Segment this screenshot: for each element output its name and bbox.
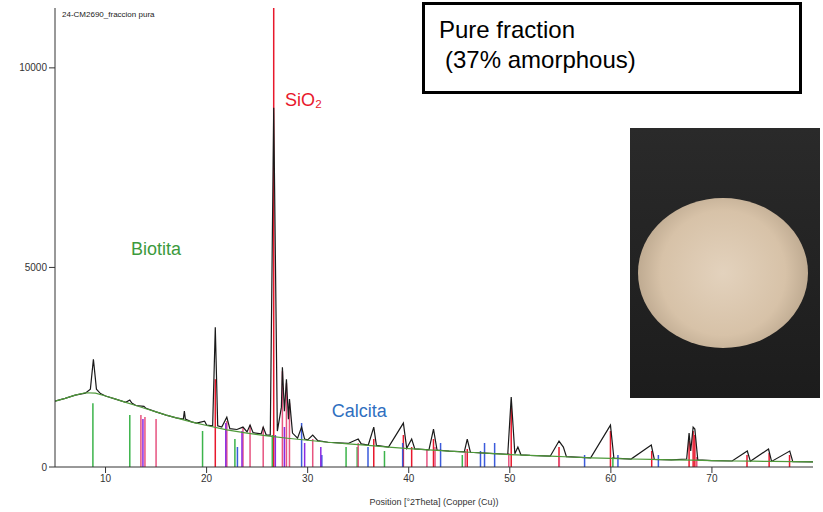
svg-text:40: 40 xyxy=(403,473,415,484)
svg-text:5000: 5000 xyxy=(25,262,48,273)
svg-text:20: 20 xyxy=(201,473,213,484)
svg-text:30: 30 xyxy=(302,473,314,484)
svg-text:0: 0 xyxy=(41,462,47,473)
html-text:(37% amorphous): (37% amorphous) xyxy=(445,46,636,73)
html-text:24-CM2690_fraccion pura: 24-CM2690_fraccion pura xyxy=(62,10,155,19)
svg-text:Calcita: Calcita xyxy=(332,401,388,421)
html-text:Pure fraction: Pure fraction xyxy=(439,16,576,43)
svg-text:60: 60 xyxy=(605,473,617,484)
svg-text:70: 70 xyxy=(706,473,718,484)
svg-text:Biotita: Biotita xyxy=(131,239,182,259)
svg-text:50: 50 xyxy=(504,473,516,484)
svg-text:10000: 10000 xyxy=(19,62,47,73)
svg-text:SiO₂: SiO₂ xyxy=(285,90,322,110)
svg-text:Position [°2Theta] (Copper (Cu: Position [°2Theta] (Copper (Cu)) xyxy=(369,497,498,507)
svg-text:10: 10 xyxy=(100,473,112,484)
